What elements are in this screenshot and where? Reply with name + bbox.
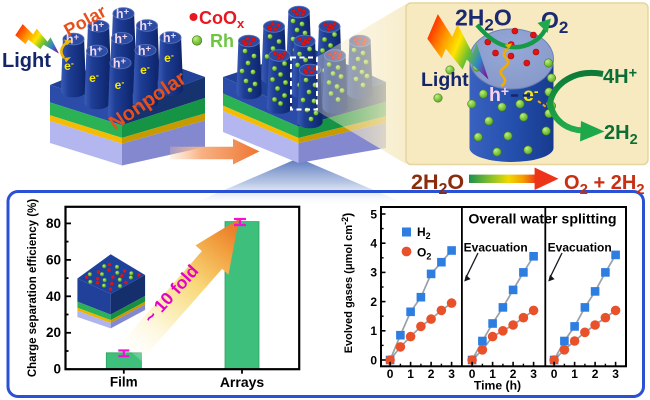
svg-text:h+: h+ — [163, 31, 177, 46]
svg-text:3: 3 — [448, 367, 455, 381]
svg-text:20: 20 — [46, 325, 61, 340]
svg-text:Evacuation: Evacuation — [464, 241, 528, 255]
svg-text:h+: h+ — [116, 7, 130, 22]
svg-text:Arrays: Arrays — [220, 374, 265, 390]
svg-text:Charge separation efficiency (: Charge separation efficiency (%) — [27, 199, 39, 377]
svg-text:0: 0 — [387, 367, 394, 381]
svg-text:Rh: Rh — [210, 31, 234, 51]
svg-text:1: 1 — [407, 367, 414, 381]
svg-text:h+: h+ — [139, 19, 153, 34]
svg-text:40: 40 — [46, 289, 61, 304]
svg-text:80: 80 — [46, 216, 61, 231]
svg-text:2H2O: 2H2O — [411, 170, 464, 198]
svg-text:CoOx: CoOx — [199, 8, 245, 31]
svg-text:3: 3 — [370, 266, 377, 280]
svg-text:Film: Film — [110, 375, 138, 390]
svg-text:1: 1 — [571, 367, 578, 381]
svg-text:Light: Light — [2, 50, 51, 72]
svg-text:h+: h+ — [91, 19, 105, 34]
svg-text:O2 + 2H2: O2 + 2H2 — [564, 172, 645, 198]
svg-text:5: 5 — [370, 207, 377, 221]
svg-text:2: 2 — [370, 295, 377, 309]
svg-text:e-: e- — [115, 78, 125, 93]
svg-text:Overall water splitting: Overall water splitting — [468, 212, 616, 228]
svg-text:e-: e- — [164, 51, 174, 66]
svg-text:60: 60 — [46, 252, 61, 267]
svg-text:2: 2 — [428, 367, 435, 381]
svg-text:2: 2 — [592, 367, 599, 381]
svg-text:Evolved gases (μmol cm-2): Evolved gases (μmol cm-2) — [340, 213, 355, 354]
svg-text:h+: h+ — [89, 44, 103, 59]
svg-text:0: 0 — [469, 367, 476, 381]
svg-text:e-: e- — [89, 71, 99, 86]
svg-text:h+: h+ — [114, 31, 128, 46]
svg-text:e-: e- — [64, 59, 74, 74]
svg-text:h+: h+ — [138, 43, 152, 58]
svg-text:Time (h): Time (h) — [474, 379, 521, 393]
svg-text:4H+: 4H+ — [603, 66, 637, 89]
svg-text:Evacuation: Evacuation — [548, 241, 612, 255]
svg-text:0: 0 — [53, 362, 61, 377]
svg-text:h+: h+ — [113, 56, 127, 71]
svg-text:0: 0 — [370, 353, 377, 367]
svg-text:2: 2 — [510, 367, 517, 381]
svg-text:3: 3 — [530, 367, 537, 381]
svg-text:2H2O: 2H2O — [455, 5, 512, 35]
svg-text:4: 4 — [370, 237, 377, 251]
svg-text:3: 3 — [612, 367, 619, 381]
svg-text:1: 1 — [370, 324, 377, 338]
svg-text:Light: Light — [421, 69, 469, 91]
svg-text:e-: e- — [140, 63, 150, 78]
svg-text:1: 1 — [489, 367, 496, 381]
svg-text:0: 0 — [551, 367, 558, 381]
